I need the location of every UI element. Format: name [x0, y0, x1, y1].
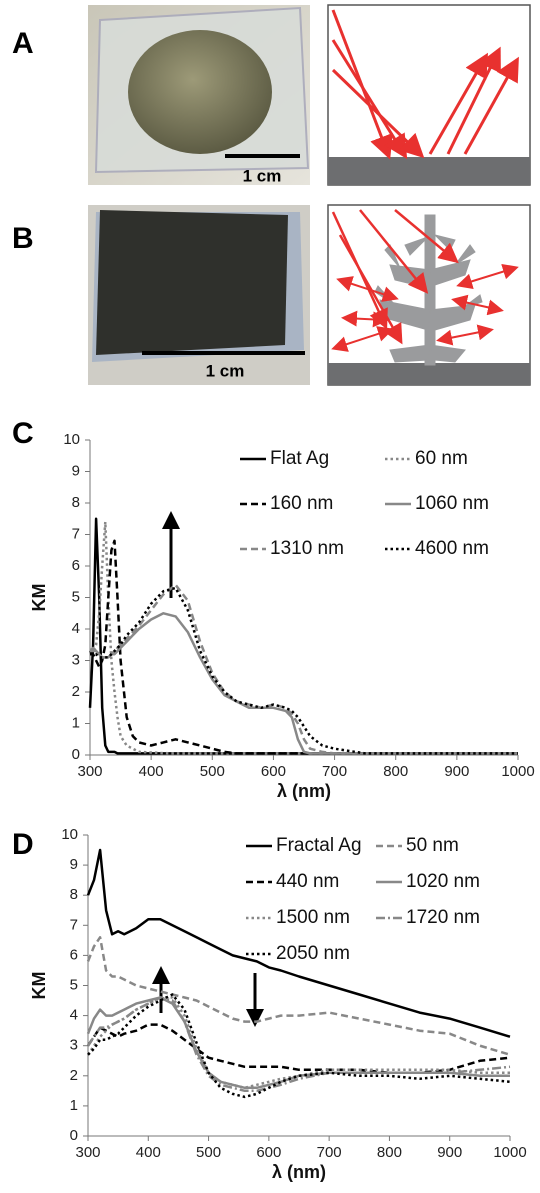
y-tick-label: 2: [70, 1067, 78, 1084]
legend-label: 60 nm: [415, 448, 468, 469]
y-tick-label: 6: [70, 946, 78, 963]
x-tick-label: 600: [256, 1144, 281, 1161]
y-tick-label: 8: [72, 494, 80, 511]
panel-label: D: [12, 828, 34, 861]
series-line: [89, 612, 518, 755]
panel-label: B: [12, 222, 34, 255]
x-tick-label: 400: [139, 763, 164, 780]
y-tick-label: 3: [70, 1037, 78, 1054]
x-axis-title: λ (nm): [272, 1162, 326, 1182]
y-tick-label: 3: [72, 651, 80, 668]
panel-label: A: [12, 27, 34, 60]
x-tick-label: 900: [437, 1144, 462, 1161]
x-tick-label: 700: [322, 763, 347, 780]
annotation-arrows: [152, 511, 264, 1027]
scale-bar-label: 1 cm: [206, 361, 245, 380]
y-tick-label: 9: [72, 462, 80, 479]
y-tick-label: 1: [72, 714, 80, 731]
series-line: [86, 1023, 511, 1075]
x-tick-label: 900: [444, 763, 469, 780]
legend-label: 440 nm: [276, 871, 339, 892]
series-line: [86, 996, 511, 1093]
series-line: [89, 520, 518, 755]
x-tick-label: 500: [200, 763, 225, 780]
y-tick-label: 6: [72, 557, 80, 574]
y-tick-label: 10: [63, 431, 80, 448]
photo-a: [88, 5, 310, 185]
series-line: [90, 586, 518, 755]
x-tick-label: 700: [317, 1144, 342, 1161]
y-tick-label: 9: [70, 856, 78, 873]
y-tick-label: 0: [72, 746, 80, 763]
y-tick-label: 2: [72, 683, 80, 700]
series-line: [86, 936, 511, 1056]
legend-label: 1500 nm: [276, 907, 350, 928]
x-tick-label: 800: [377, 1144, 402, 1161]
panel-label: C: [12, 417, 34, 450]
y-axis-title: KM: [29, 972, 49, 1000]
x-tick-label: 400: [136, 1144, 161, 1161]
x-tick-label: 800: [383, 763, 408, 780]
series-line: [87, 993, 511, 1099]
legend-label: Flat Ag: [270, 448, 329, 469]
legend-label: 50 nm: [406, 835, 459, 856]
legend-label: 4600 nm: [415, 538, 489, 559]
y-tick-label: 5: [70, 976, 78, 993]
x-axis-title: λ (nm): [277, 781, 331, 801]
x-tick-label: 600: [261, 763, 286, 780]
y-tick-label: 7: [70, 916, 78, 933]
legend-label: Fractal Ag: [276, 835, 362, 856]
x-tick-label: 300: [75, 1144, 100, 1161]
legend-label: 1060 nm: [415, 493, 489, 514]
y-tick-label: 0: [70, 1127, 78, 1144]
x-tick-label: 1000: [493, 1144, 526, 1161]
y-tick-label: 8: [70, 886, 78, 903]
series-line: [86, 848, 511, 1038]
legend-label: 1020 nm: [406, 871, 480, 892]
y-tick-label: 10: [61, 826, 78, 843]
x-tick-label: 1000: [501, 763, 534, 780]
scale-bar-label: 1 cm: [243, 166, 282, 185]
diagram-flat: [327, 4, 531, 186]
y-tick-label: 1: [70, 1097, 78, 1114]
diagram-fractal: [327, 204, 531, 386]
x-tick-label: 500: [196, 1144, 221, 1161]
series-line: [89, 539, 518, 755]
legend-label: 1310 nm: [270, 538, 344, 559]
series-line: [86, 996, 510, 1090]
y-tick-label: 5: [72, 588, 80, 605]
legend-label: 160 nm: [270, 493, 333, 514]
y-axis-title: KM: [29, 584, 49, 612]
y-tick-label: 4: [70, 1007, 78, 1024]
x-tick-label: 300: [77, 763, 102, 780]
legend-label: 1720 nm: [406, 907, 480, 928]
series-line: [90, 583, 518, 755]
y-tick-label: 7: [72, 525, 80, 542]
series-line: [86, 996, 510, 1090]
photo-b: [88, 205, 310, 385]
legend-label: 2050 nm: [276, 943, 350, 964]
y-tick-label: 4: [72, 620, 80, 637]
